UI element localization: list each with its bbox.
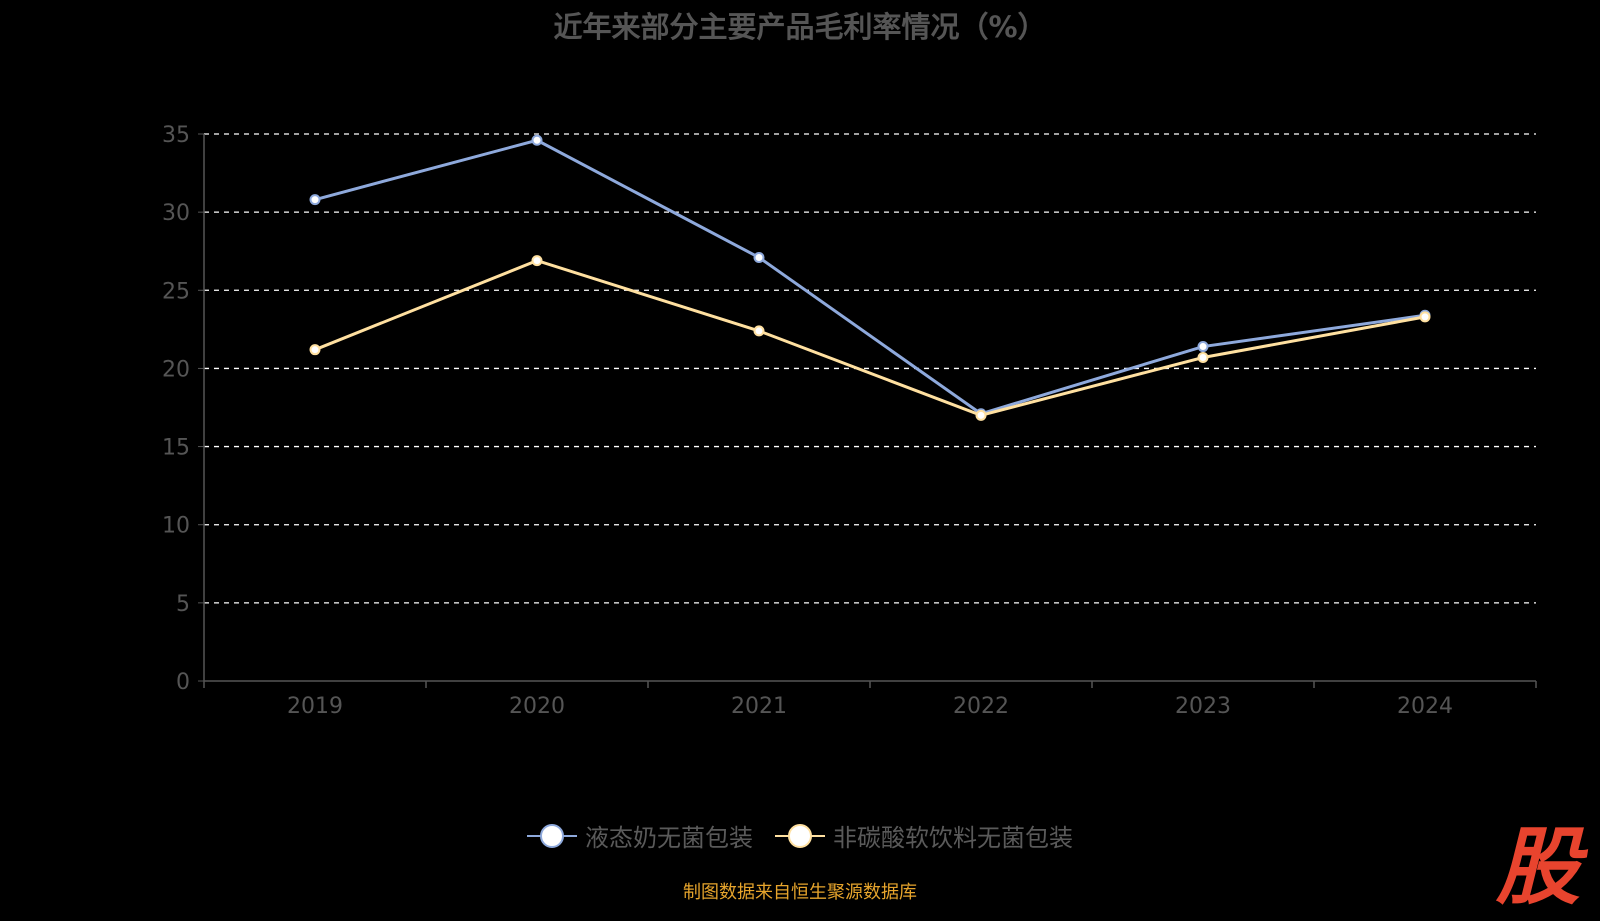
data-point-1 [1197,351,1209,363]
data-point-1 [975,409,987,421]
watermark-logo: 股 [1495,818,1580,916]
data-point-0 [1197,341,1209,353]
x-tick-label: 2020 [509,694,565,719]
y-tick-label: 0 [176,670,190,695]
y-tick-label: 25 [162,279,190,304]
x-tick-label: 2023 [1175,694,1231,719]
legend: 液态奶无菌包装 非碳酸软饮料无菌包装 [0,818,1600,853]
y-tick-label: 5 [176,592,190,617]
data-point-0 [309,194,321,206]
data-source-note: 制图数据来自恒生聚源数据库 [683,882,917,903]
x-tick-label: 2024 [1397,694,1453,719]
x-tick-label: 2021 [731,694,787,719]
data-point-1 [309,344,321,356]
chart-title: 近年来部分主要产品毛利率情况（%） [553,10,1047,44]
data-point-1 [531,255,543,267]
data-point-1 [1419,311,1431,323]
y-tick-label: 30 [162,201,190,226]
y-tick-label: 20 [162,357,190,382]
x-tick-label: 2019 [287,694,343,719]
data-point-1 [753,325,765,337]
y-tick-label: 35 [162,123,190,148]
legend-swatch-soft-drink [775,821,825,851]
series-line-0 [314,138,1426,416]
x-tick-label: 2022 [953,694,1009,719]
series-line-1 [314,258,1426,417]
data-point-0 [531,134,543,146]
legend-swatch-liquid-milk [527,821,577,851]
y-tick-label: 15 [162,436,190,461]
y-tick-label: 10 [162,514,190,539]
data-point-0 [753,251,765,263]
legend-item-liquid-milk[interactable]: 液态奶无菌包装 [527,818,753,853]
legend-label-liquid-milk: 液态奶无菌包装 [585,824,753,852]
legend-item-soft-drink[interactable]: 非碳酸软饮料无菌包装 [775,818,1073,853]
line-chart: 0 5 10 15 20 25 30 35 2019 2020 2021 2022 2023 2024 [162,123,1537,719]
legend-label-soft-drink: 非碳酸软饮料无菌包装 [833,824,1073,852]
